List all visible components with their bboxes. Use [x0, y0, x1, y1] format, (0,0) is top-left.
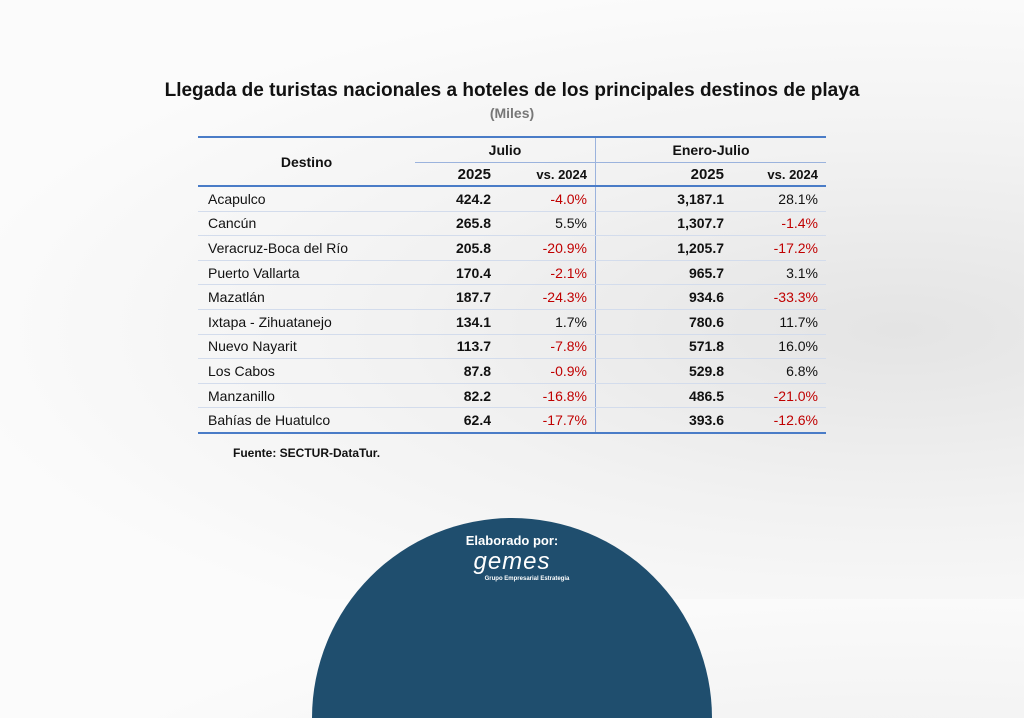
value-cell: -0.9%: [499, 358, 596, 384]
destination-cell: Manzanillo: [198, 383, 415, 409]
value-cell: 934.6: [595, 284, 732, 310]
table-row: Veracruz-Boca del Río 205.8 -20.9% 1,205.7-…: [198, 235, 826, 261]
value-cell: 6.8%: [732, 358, 826, 384]
table-row: Mazatlán 187.7 -24.3% 934.6 -33.3%: [198, 284, 826, 310]
value-cell: -4.0%: [499, 186, 596, 212]
destination-cell: Nuevo Nayarit: [198, 334, 415, 360]
value-cell: -17.7%: [499, 407, 596, 434]
value-cell: -12.6%: [732, 407, 826, 434]
brand-logo: gemes: [473, 548, 551, 575]
value-cell: 965.7: [595, 260, 732, 286]
value-cell: 5.5%: [499, 211, 596, 237]
column-header: 2025: [595, 162, 732, 187]
title: Llegada de turistas nacionales a hoteles…: [164, 80, 860, 101]
table-row: Los Cabos 87.8 -0.9% 529.8 6.8%: [198, 358, 826, 384]
destination-cell: Mazatlán: [198, 284, 415, 310]
value-cell: -1.4%: [732, 211, 826, 237]
value-cell: -24.3%: [499, 284, 596, 310]
value-cell: 170.4: [415, 260, 499, 286]
table-row: Manzanillo 82.2 -16.8% 486.5 -21.0%: [198, 383, 826, 409]
value-cell: 16.0%: [732, 334, 826, 360]
data-table: Destino Julio Enero-Julio 2025 vs. 2024 …: [198, 136, 826, 434]
table-row: Puerto Vallarta 170.4 -2.1% 965.7 3.1%: [198, 260, 826, 286]
value-cell: -16.8%: [499, 383, 596, 409]
value-cell: 1,205.7: [595, 235, 732, 261]
table-row: Acapulco 424.2 -4.0% 3,187.1 28.1%: [198, 186, 826, 212]
column-header: Destino: [198, 137, 415, 187]
table-body: Acapulco 424.2 -4.0% 3,187.1 28.1% Cancún 265.…: [198, 186, 826, 434]
value-cell: 11.7%: [732, 309, 826, 335]
value-cell: 82.2: [415, 383, 499, 409]
table-row: Nuevo Nayarit 113.7 -7.8% 571.8 16.0%: [198, 334, 826, 360]
value-cell: -33.3%: [732, 284, 826, 310]
value-cell: 3,187.1: [595, 186, 732, 212]
value-cell: 393.6: [595, 407, 732, 434]
value-cell: 205.8: [415, 235, 499, 261]
value-cell: -20.9%: [499, 235, 596, 261]
value-cell: 187.7: [415, 284, 499, 310]
table-row: Ixtapa - Zihuatanejo 134.1 1.7% 780.6 11.7%: [198, 309, 826, 335]
group-header: Julio: [415, 137, 596, 163]
destination-cell: Veracruz-Boca del Río: [198, 235, 415, 261]
table-row: Bahías de Huatulco 62.4 -17.7% 393.6 -12.6%: [198, 407, 826, 434]
destination-cell: Bahías de Huatulco: [198, 407, 415, 434]
brand-tagline: Grupo Empresarial Estrategia: [484, 576, 570, 582]
value-cell: 113.7: [415, 334, 499, 360]
source: Fuente: SECTUR-DataTur.: [233, 446, 381, 460]
value-cell: 1,307.7: [595, 211, 732, 237]
column-header: vs. 2024: [732, 162, 826, 187]
destination-cell: Acapulco: [198, 186, 415, 212]
value-cell: 486.5: [595, 383, 732, 409]
footer-label: Elaborado por:: [465, 533, 559, 548]
value-cell: 1.7%: [499, 309, 596, 335]
value-cell: 3.1%: [732, 260, 826, 286]
group-header: Enero-Julio: [595, 137, 826, 163]
value-cell: 265.8: [415, 211, 499, 237]
value-cell: 87.8: [415, 358, 499, 384]
column-header: 2025: [415, 162, 499, 187]
destination-cell: Los Cabos: [198, 358, 415, 384]
destination-cell: Ixtapa - Zihuatanejo: [198, 309, 415, 335]
value-cell: -21.0%: [732, 383, 826, 409]
value-cell: 62.4: [415, 407, 499, 434]
column-header: vs. 2024: [499, 162, 596, 187]
value-cell: -7.8%: [499, 334, 596, 360]
value-cell: -17.2%: [732, 235, 826, 261]
destination-cell: Puerto Vallarta: [198, 260, 415, 286]
value-cell: 28.1%: [732, 186, 826, 212]
value-cell: 424.2: [415, 186, 499, 212]
subtitle: (Miles): [489, 105, 535, 121]
table-row: Cancún 265.8 5.5% 1,307.7 -1.4%: [198, 211, 826, 237]
value-cell: 780.6: [595, 309, 732, 335]
header-row: Destino Julio Enero-Julio: [198, 137, 826, 187]
value-cell: -2.1%: [499, 260, 596, 286]
value-cell: 529.8: [595, 358, 732, 384]
value-cell: 134.1: [415, 309, 499, 335]
value-cell: 571.8: [595, 334, 732, 360]
header-row: 2025 vs. 2024 2025 vs. 2024: [198, 162, 826, 187]
destination-cell: Cancún: [198, 211, 415, 237]
